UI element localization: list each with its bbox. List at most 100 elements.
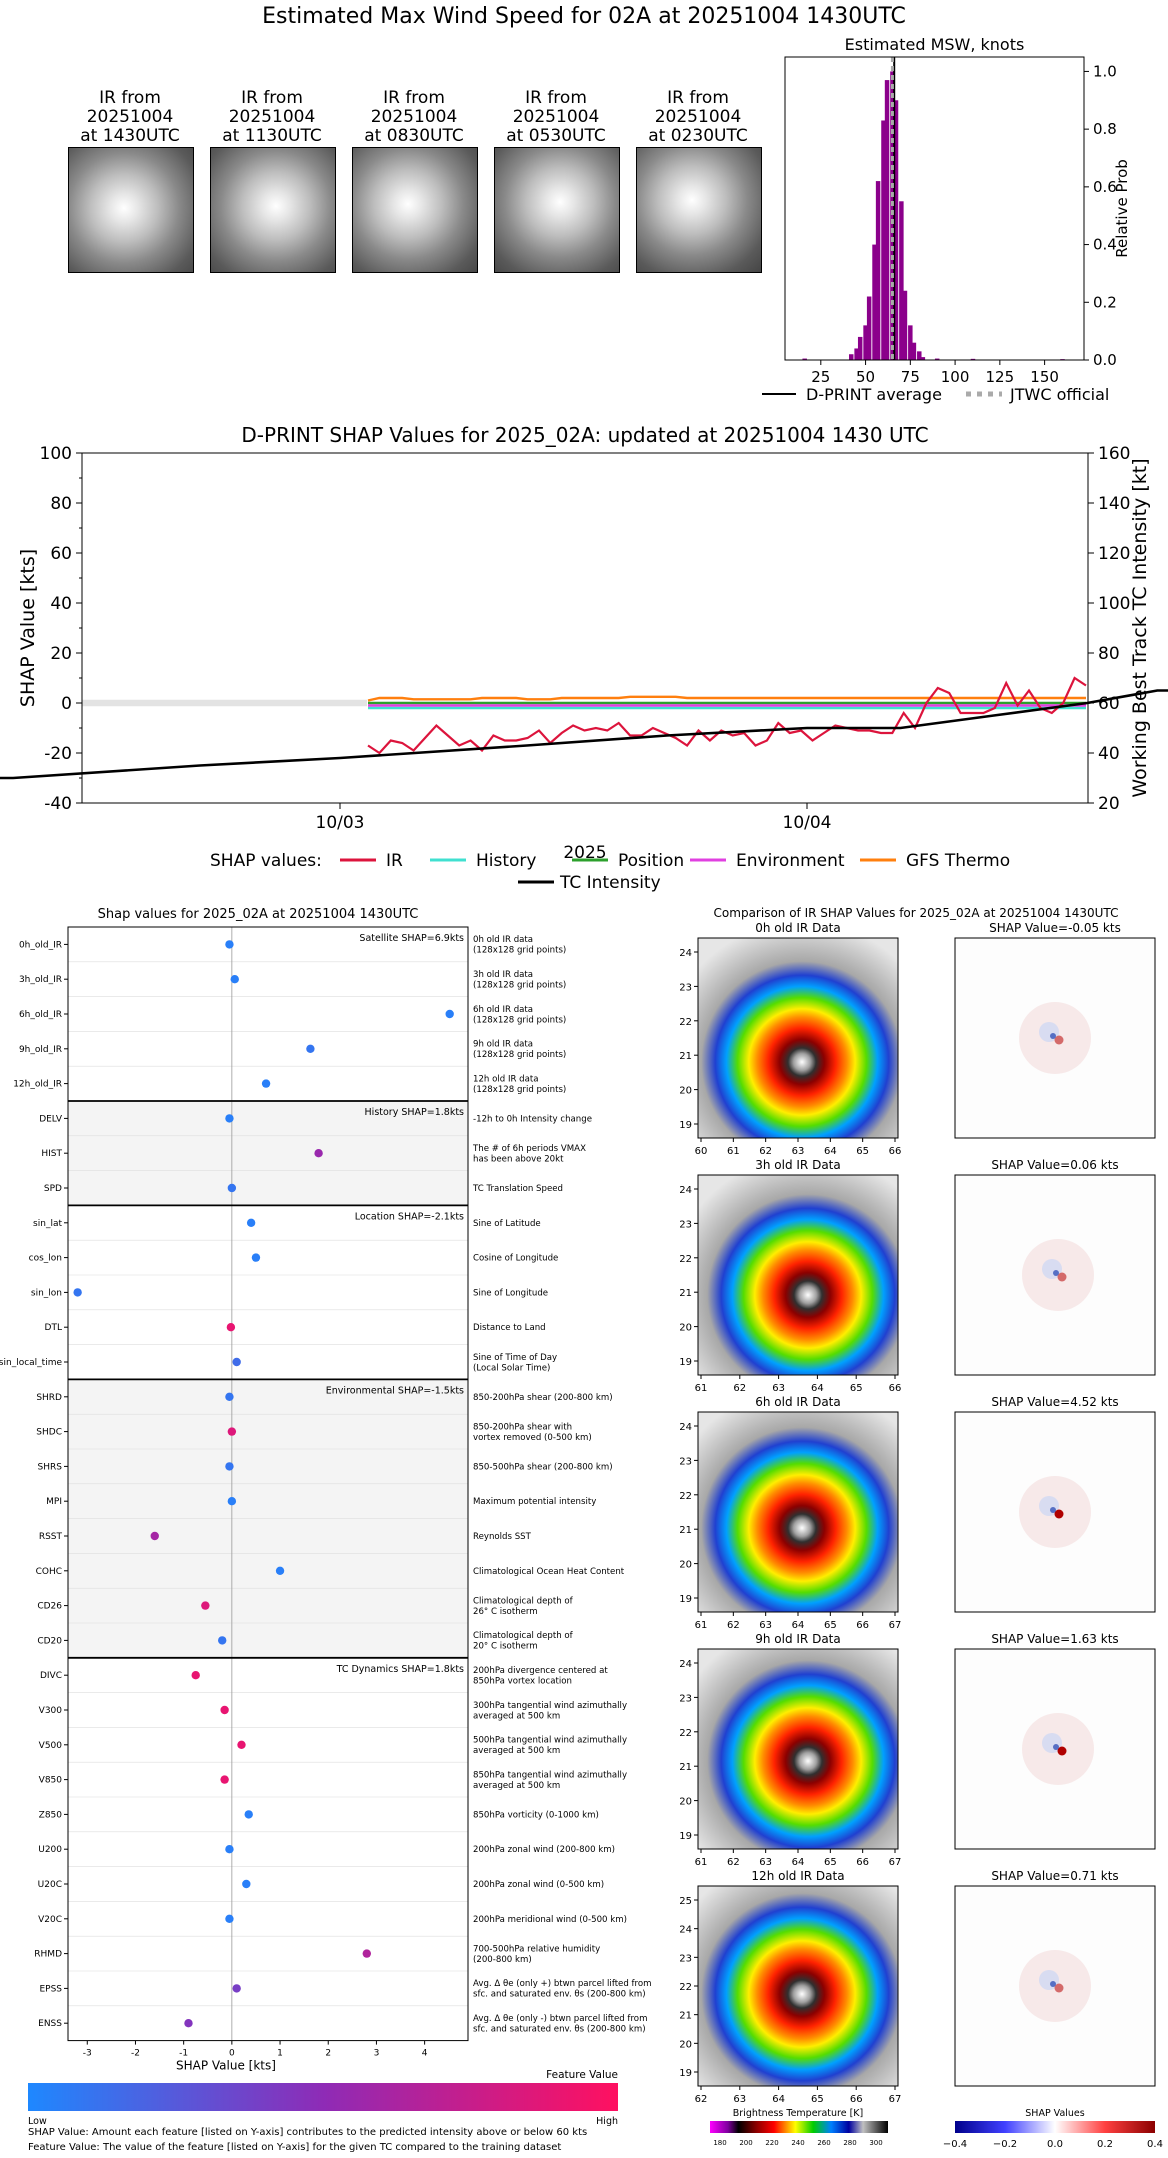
feature-shap-point — [220, 1775, 229, 1784]
timeseries-ylabel: SHAP Value [kts] — [17, 549, 39, 707]
ir-thumbnail-caption: IR from 20251004 at 0830UTC — [349, 89, 479, 146]
legend-dprint-label: D-PRINT average — [806, 385, 942, 404]
timeseries-ytick-label: -40 — [44, 794, 72, 814]
feature-name-label: DTL — [45, 1323, 62, 1333]
timeseries-ytick-label: 20 — [50, 644, 72, 664]
shap-panel-title: SHAP Value=1.63 kts — [991, 1632, 1118, 1646]
ir-thumbnail-caption: IR from 20251004 at 1130UTC — [207, 89, 337, 146]
feature-description: 200hPa meridional wind (0-500 km) — [473, 1915, 627, 1925]
timeseries-right-ytick-label: 60 — [1098, 694, 1120, 714]
ir-panel-image — [697, 1885, 899, 2087]
msw-histogram-chart: Estimated MSW, knots 25 50 75 100 125 150 0.0 0.… — [762, 35, 1131, 404]
ir-panel-xtick-label: 63 — [792, 1146, 805, 1157]
shap-pattern-core-blue — [1050, 1507, 1056, 1513]
timeseries-right-ytick-label: 80 — [1098, 644, 1120, 664]
histogram-bar — [857, 336, 863, 360]
ir-panel-xtick-label: 62 — [759, 1146, 772, 1157]
histogram-ytick-label: 0.2 — [1093, 293, 1117, 311]
group-label: Satellite SHAP=6.9kts — [359, 933, 464, 944]
feature-shap-point — [73, 1288, 82, 1297]
feature-shap-point — [445, 1009, 454, 1019]
shap-panel-title: SHAP Value=0.06 kts — [991, 1158, 1118, 1172]
feature-description: 850hPa vortex location — [473, 1676, 572, 1686]
histogram-frame — [784, 56, 1085, 361]
series-line-ir — [367, 676, 1087, 755]
feature-shap-point — [227, 1497, 237, 1506]
feature-shap-point — [227, 1183, 237, 1193]
feature-description: (128x128 grid points) — [473, 1050, 566, 1060]
ir-panel-ytick-label: 23 — [680, 1693, 692, 1704]
feature-name-label: cos_lon — [29, 1254, 62, 1264]
ir-panel-image — [697, 1648, 899, 1850]
ir-panel-ytick-label: 23 — [680, 1456, 692, 1467]
feature-shap-point — [246, 1218, 256, 1227]
histogram-bar — [893, 100, 899, 361]
colorbar-title: Feature Value — [546, 2069, 618, 2081]
feature-xtick-label: 4 — [422, 2049, 428, 2059]
ir-panel-title: 9h old IR Data — [755, 1632, 841, 1646]
feature-description: (128x128 grid points) — [473, 946, 566, 956]
feature-description: sfc. and saturated env. θs (200-800 km) — [473, 2024, 646, 2034]
shap-pattern-core-blue — [1050, 1033, 1056, 1039]
feature-name-label: sin_lon — [31, 1288, 62, 1298]
feature-name-label: sin_local_time — [0, 1358, 62, 1368]
feature-shap-point — [232, 1984, 241, 1993]
feature-shap-point — [230, 975, 239, 984]
feature-description: has been above 20kt — [473, 1154, 564, 1164]
histogram-xtick-label: 25 — [811, 368, 830, 386]
histogram-bar — [854, 348, 859, 360]
feature-name-label: U20C — [38, 1880, 62, 1890]
feature-description: 20° C isotherm — [473, 1642, 538, 1652]
timeseries-right-ytick-label: 160 — [1098, 444, 1130, 464]
feature-description: 12h old IR data — [473, 1074, 539, 1084]
feature-shap-point — [225, 1114, 234, 1123]
feature-name-label: CD20 — [37, 1636, 62, 1646]
ir-caption-line2: 20251004 — [512, 107, 600, 127]
feature-description: averaged at 500 km — [473, 1781, 560, 1791]
ir-panel-ytick-label: 21 — [680, 1525, 692, 1536]
histogram-title: Estimated MSW, knots — [845, 35, 1025, 54]
feature-description: The # of 6h periods VMAX — [472, 1144, 586, 1154]
feature-description: (Local Solar Time) — [473, 1363, 550, 1373]
feature-description: Climatological depth of — [473, 1631, 574, 1641]
feature-xlabel: SHAP Value [kts] — [176, 2059, 276, 2073]
feature-name-label: CD26 — [37, 1602, 62, 1612]
histogram-bar — [899, 201, 904, 360]
ir-panel-ytick-label: 20 — [680, 2039, 692, 2050]
feature-shap-point — [201, 1601, 210, 1610]
ir-panel-ytick-label: 22 — [680, 1728, 692, 1739]
timeseries-right-ytick-label: 20 — [1098, 794, 1120, 814]
ir-panel-xtick-label: 65 — [850, 1383, 863, 1394]
ir-caption-line1: IR from — [383, 88, 445, 108]
feature-name-label: 0h_old_IR — [19, 940, 62, 950]
group-shading — [68, 1101, 468, 1206]
ir-panel-ytick-label: 24 — [680, 1659, 692, 1670]
ir-panel-xtick-label: 65 — [824, 1620, 837, 1631]
ir-panel-title: 3h old IR Data — [755, 1158, 841, 1172]
timeseries-right-ytick-label: 40 — [1098, 744, 1120, 764]
feature-shap-point — [306, 1044, 315, 1053]
histogram-bar — [917, 351, 922, 360]
ir-thumbnail-image — [210, 147, 336, 273]
feature-shap-point — [184, 2019, 193, 2028]
feature-shap-point — [232, 1357, 241, 1367]
ir-panel-xtick-label: 63 — [772, 1383, 785, 1394]
feature-description: 0h old IR data — [473, 935, 533, 945]
ir-caption-line1: IR from — [99, 88, 161, 108]
group-label: Environmental SHAP=-1.5kts — [326, 1385, 464, 1396]
feature-shap-point — [244, 1810, 253, 1819]
histogram-xtick-label: 125 — [986, 368, 1015, 386]
histogram-bar — [872, 244, 877, 360]
feature-value-colorbar — [28, 2083, 618, 2111]
feature-description: 9h old IR data — [473, 1040, 533, 1050]
timeseries-title: D-PRINT SHAP Values for 2025_02A: update… — [241, 423, 928, 447]
feature-description: Sine of Time of Day — [473, 1353, 557, 1363]
bt-colorbar-title: Brightness Temperature [K] — [733, 2108, 863, 2119]
histogram-bar — [920, 357, 926, 360]
feature-description: Maximum potential intensity — [473, 1497, 596, 1507]
feature-name-label: RSST — [39, 1532, 63, 1542]
ir-thumbnail-caption: IR from 20251004 at 0530UTC — [491, 89, 621, 146]
feature-shap-chart: Shap values for 2025_02A at 20251004 143… — [0, 907, 652, 2127]
ir-caption-line1: IR from — [667, 88, 729, 108]
timeseries-ylabel-right: Working Best Track TC Intensity [kt] — [1129, 458, 1151, 797]
